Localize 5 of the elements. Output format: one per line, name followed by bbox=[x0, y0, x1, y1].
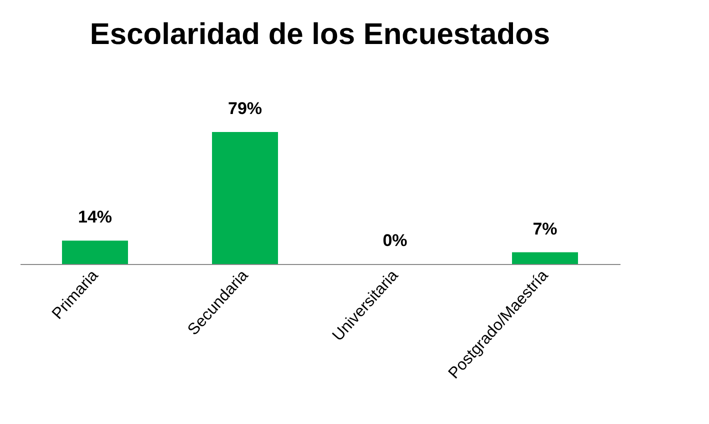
data-label: 14% bbox=[78, 208, 112, 227]
data-label: 0% bbox=[382, 231, 408, 250]
chart-title: Escolaridad de los Encuestados bbox=[90, 18, 550, 51]
data-label: 79% bbox=[228, 99, 262, 118]
data-label: 7% bbox=[532, 219, 558, 238]
